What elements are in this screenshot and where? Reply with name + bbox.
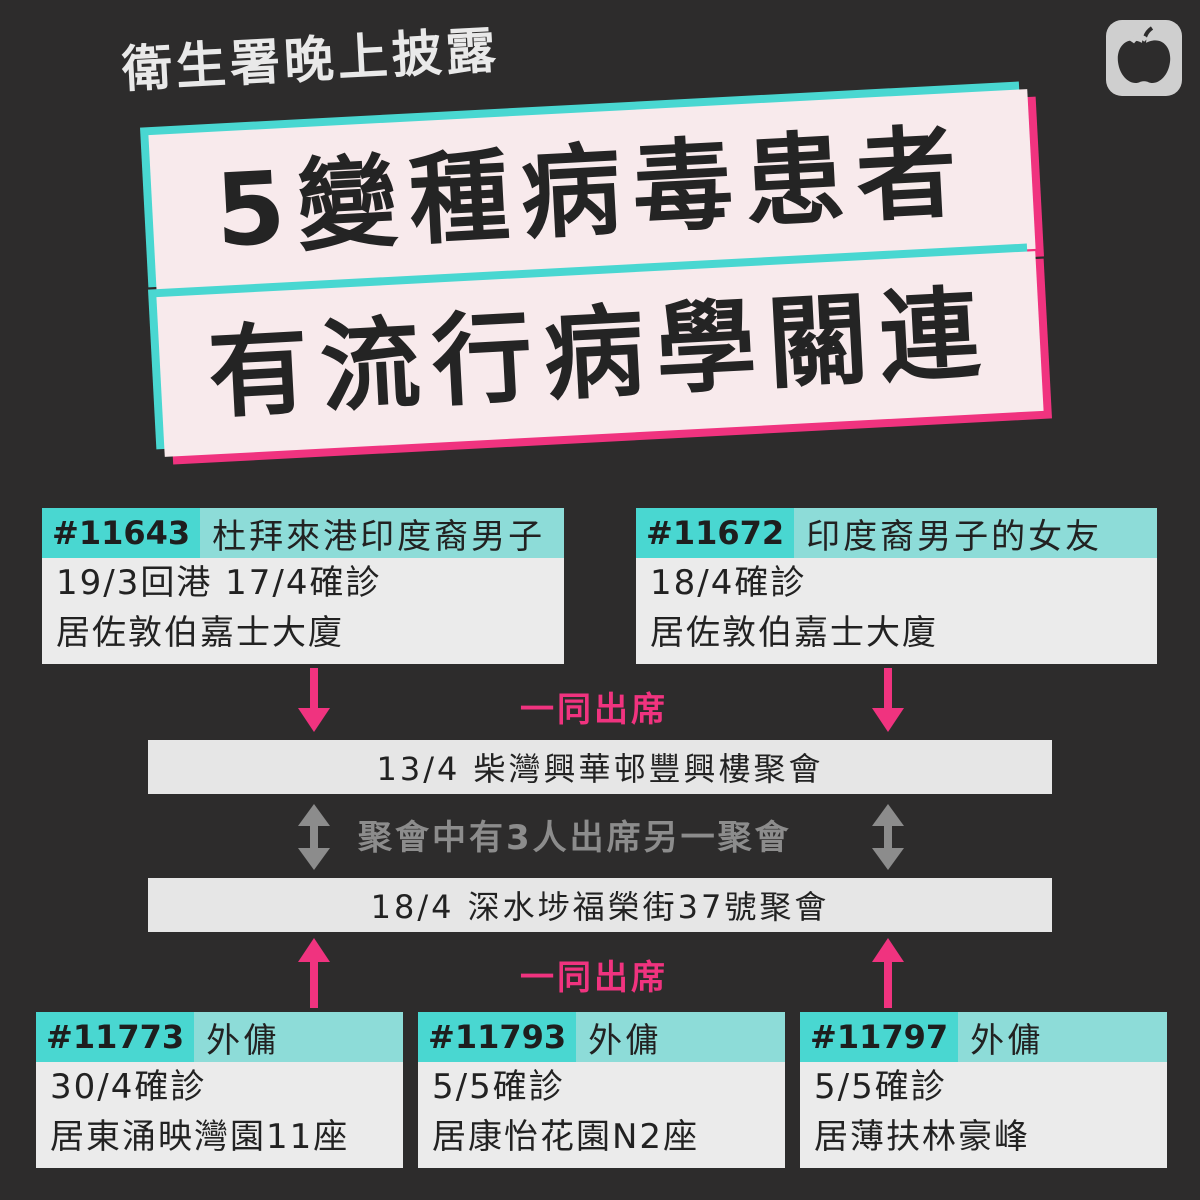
case-description: 印度裔男子的女友 bbox=[806, 516, 1103, 557]
case-description: 外傭 bbox=[970, 1020, 1045, 1061]
case-card-header: #11672 印度裔男子的女友 bbox=[636, 508, 1157, 558]
arrow-up-icon bbox=[872, 938, 904, 1008]
arrow-down-icon bbox=[872, 668, 904, 732]
case-card: #11797 外傭 5/5確診 居薄扶林豪峰 bbox=[800, 1012, 1167, 1168]
arrow-down-icon bbox=[298, 668, 330, 732]
case-date-line: 30/4確診 bbox=[50, 1067, 207, 1107]
case-residence-line: 居佐敦伯嘉士大廈 bbox=[650, 613, 938, 653]
case-date-line: 5/5確診 bbox=[814, 1067, 947, 1107]
case-card: #11672 印度裔男子的女友 18/4確診 居佐敦伯嘉士大廈 bbox=[636, 508, 1157, 664]
case-residence-line: 居康怡花園N2座 bbox=[432, 1117, 700, 1157]
case-card-header: #11793 外傭 bbox=[418, 1012, 785, 1062]
case-description: 外傭 bbox=[206, 1020, 281, 1061]
case-date-line: 5/5確診 bbox=[432, 1067, 565, 1107]
case-description: 杜拜來港印度裔男子 bbox=[212, 516, 546, 557]
case-card: #11773 外傭 30/4確診 居東涌映灣園11座 bbox=[36, 1012, 403, 1168]
case-id: #11773 bbox=[36, 1012, 195, 1062]
case-id: #11672 bbox=[636, 508, 795, 558]
double-arrow-icon bbox=[298, 804, 330, 870]
case-id: #11643 bbox=[42, 508, 201, 558]
case-card: #11643 杜拜來港印度裔男子 19/3回港 17/4確診 居佐敦伯嘉士大廈 bbox=[42, 508, 564, 664]
case-residence-line: 居薄扶林豪峰 bbox=[814, 1117, 1030, 1157]
case-id: #11797 bbox=[800, 1012, 959, 1062]
arrow-up-icon bbox=[298, 938, 330, 1008]
case-date-line: 19/3回港 17/4確診 bbox=[56, 563, 382, 603]
case-residence-line: 居東涌映灣園11座 bbox=[50, 1117, 350, 1157]
case-id: #11793 bbox=[418, 1012, 577, 1062]
case-card-header: #11797 外傭 bbox=[800, 1012, 1167, 1062]
apple-logo-icon bbox=[1106, 20, 1182, 96]
case-card: #11793 外傭 5/5確診 居康怡花園N2座 bbox=[418, 1012, 785, 1168]
gathering-bar-2: 18/4 深水埗福榮街37號聚會 bbox=[148, 878, 1052, 932]
attend-together-label: 一同出席 bbox=[520, 690, 668, 730]
gathering-bar-1: 13/4 柴灣興華邨豐興樓聚會 bbox=[148, 740, 1052, 794]
case-description: 外傭 bbox=[588, 1020, 663, 1061]
double-arrow-icon bbox=[872, 804, 904, 870]
case-residence-line: 居佐敦伯嘉士大廈 bbox=[56, 613, 344, 653]
case-card-header: #11773 外傭 bbox=[36, 1012, 403, 1062]
linked-gathering-label: 聚會中有3人出席另一聚會 bbox=[358, 818, 792, 858]
case-date-line: 18/4確診 bbox=[650, 563, 807, 603]
attend-together-label: 一同出席 bbox=[520, 958, 668, 998]
case-card-header: #11643 杜拜來港印度裔男子 bbox=[42, 508, 564, 558]
